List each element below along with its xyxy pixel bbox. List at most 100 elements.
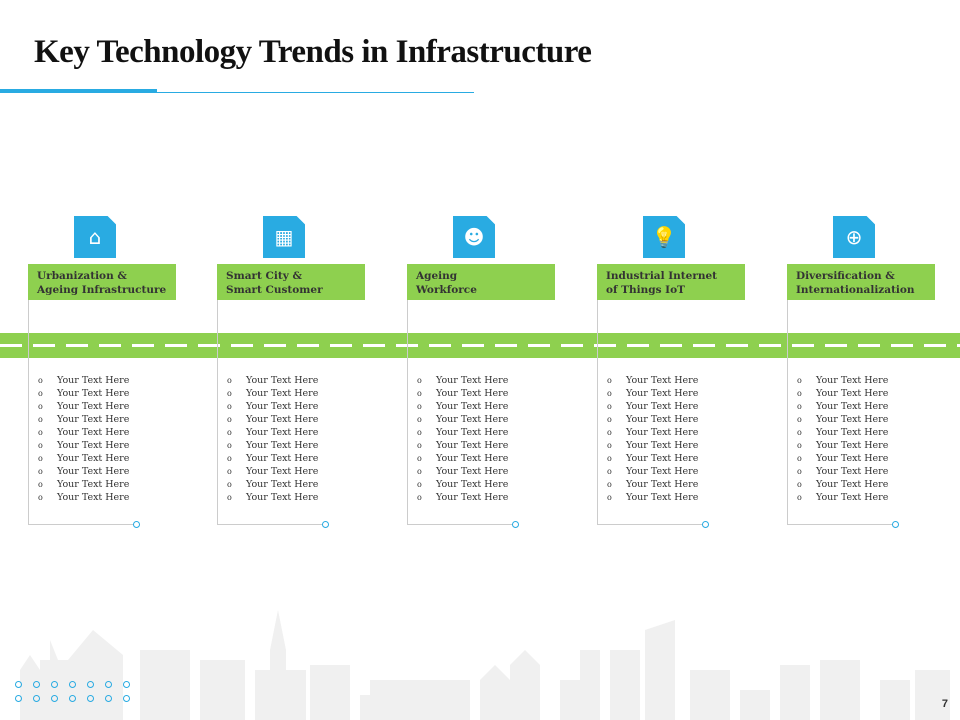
bullet-item: Your Text Here xyxy=(417,452,508,465)
bullet-item: Your Text Here xyxy=(797,439,888,452)
column-end-dot xyxy=(322,521,329,528)
bullet-item: Your Text Here xyxy=(417,439,508,452)
bullet-item: Your Text Here xyxy=(607,478,698,491)
bullet-list: Your Text HereYour Text HereYour Text He… xyxy=(797,374,888,504)
column-base-line xyxy=(787,524,893,525)
house-icon: ⌂ xyxy=(74,216,116,258)
page-title: Key Technology Trends in Infrastructure xyxy=(34,34,592,70)
bullet-item: Your Text Here xyxy=(797,374,888,387)
bullet-item: Your Text Here xyxy=(607,439,698,452)
bullet-item: Your Text Here xyxy=(38,491,129,504)
heading-line: Ageing xyxy=(416,270,458,282)
bullet-item: Your Text Here xyxy=(607,491,698,504)
column-end-dot xyxy=(702,521,709,528)
globe-dollar-icon: ⊕ xyxy=(833,216,875,258)
trend-column: 💡 Industrial Internet of Things IoT Your … xyxy=(597,216,747,531)
column-end-dot xyxy=(133,521,140,528)
bullet-item: Your Text Here xyxy=(797,387,888,400)
column-base-line xyxy=(28,524,134,525)
bullet-item: Your Text Here xyxy=(227,452,318,465)
people-group-icon: ☻ xyxy=(453,216,495,258)
column-end-dot xyxy=(892,521,899,528)
bullet-item: Your Text Here xyxy=(607,374,698,387)
column-base-line xyxy=(407,524,513,525)
column-base-line xyxy=(597,524,703,525)
bullet-item: Your Text Here xyxy=(797,400,888,413)
bullet-item: Your Text Here xyxy=(607,400,698,413)
trend-column: ⊕ Diversification & Internationalization … xyxy=(787,216,937,531)
bullet-item: Your Text Here xyxy=(227,387,318,400)
heading-line: Ageing Infrastructure xyxy=(37,284,167,296)
column-end-dot xyxy=(512,521,519,528)
bullet-item: Your Text Here xyxy=(797,413,888,426)
bullet-item: Your Text Here xyxy=(417,491,508,504)
bullet-item: Your Text Here xyxy=(227,426,318,439)
bullet-item: Your Text Here xyxy=(227,374,318,387)
trend-heading: Ageing Workforce xyxy=(407,264,555,300)
bullet-item: Your Text Here xyxy=(227,413,318,426)
bullet-item: Your Text Here xyxy=(38,465,129,478)
bullet-item: Your Text Here xyxy=(227,465,318,478)
bullet-item: Your Text Here xyxy=(607,413,698,426)
bullet-list: Your Text HereYour Text HereYour Text He… xyxy=(227,374,318,504)
decorative-dots xyxy=(15,681,141,702)
heading-line: Internationalization xyxy=(796,284,915,296)
heading-line: Workforce xyxy=(416,284,477,296)
column-line xyxy=(787,300,788,525)
column-base-line xyxy=(217,524,323,525)
title-underline-accent xyxy=(0,89,157,93)
bullet-item: Your Text Here xyxy=(227,439,318,452)
bullet-item: Your Text Here xyxy=(227,400,318,413)
bullet-item: Your Text Here xyxy=(38,439,129,452)
bullet-item: Your Text Here xyxy=(38,413,129,426)
bullet-item: Your Text Here xyxy=(227,478,318,491)
page-number: 7 xyxy=(941,698,948,710)
column-line xyxy=(597,300,598,525)
trend-heading: Industrial Internet of Things IoT xyxy=(597,264,745,300)
trend-column: ⌂ Urbanization & Ageing Infrastructure Yo… xyxy=(28,216,178,531)
column-line xyxy=(407,300,408,525)
bullet-item: Your Text Here xyxy=(797,491,888,504)
lightbulb-icon: 💡 xyxy=(643,216,685,258)
bullet-item: Your Text Here xyxy=(227,491,318,504)
bullet-item: Your Text Here xyxy=(417,478,508,491)
bullet-item: Your Text Here xyxy=(417,387,508,400)
bullet-item: Your Text Here xyxy=(38,452,129,465)
title-underline xyxy=(157,92,474,93)
bullet-item: Your Text Here xyxy=(607,465,698,478)
bullet-item: Your Text Here xyxy=(38,478,129,491)
bullet-list: Your Text HereYour Text HereYour Text He… xyxy=(417,374,508,504)
bullet-item: Your Text Here xyxy=(417,400,508,413)
trend-heading: Diversification & Internationalization xyxy=(787,264,935,300)
bullet-item: Your Text Here xyxy=(797,465,888,478)
heading-line: Urbanization & xyxy=(37,270,127,282)
heading-line: of Things IoT xyxy=(606,284,685,296)
bullet-item: Your Text Here xyxy=(38,400,129,413)
bullet-item: Your Text Here xyxy=(417,426,508,439)
city-skyline-background xyxy=(20,610,950,720)
bullet-item: Your Text Here xyxy=(797,478,888,491)
bullet-item: Your Text Here xyxy=(797,426,888,439)
bullet-item: Your Text Here xyxy=(38,426,129,439)
bullet-list: Your Text HereYour Text HereYour Text He… xyxy=(38,374,129,504)
heading-line: Smart Customer xyxy=(226,284,323,296)
bullet-item: Your Text Here xyxy=(607,426,698,439)
bullet-list: Your Text HereYour Text HereYour Text He… xyxy=(607,374,698,504)
bullet-item: Your Text Here xyxy=(417,413,508,426)
bullet-item: Your Text Here xyxy=(38,387,129,400)
bullet-item: Your Text Here xyxy=(417,374,508,387)
column-line xyxy=(217,300,218,525)
smart-building-icon: ▦ xyxy=(263,216,305,258)
trend-heading: Smart City & Smart Customer xyxy=(217,264,365,300)
heading-line: Diversification & xyxy=(796,270,895,282)
trend-heading: Urbanization & Ageing Infrastructure xyxy=(28,264,176,300)
bullet-item: Your Text Here xyxy=(38,374,129,387)
trend-column: ▦ Smart City & Smart Customer Your Text H… xyxy=(217,216,367,531)
heading-line: Industrial Internet xyxy=(606,270,718,282)
bullet-item: Your Text Here xyxy=(607,452,698,465)
timeline-road xyxy=(0,333,960,358)
bullet-item: Your Text Here xyxy=(417,465,508,478)
heading-line: Smart City & xyxy=(226,270,302,282)
bullet-item: Your Text Here xyxy=(797,452,888,465)
